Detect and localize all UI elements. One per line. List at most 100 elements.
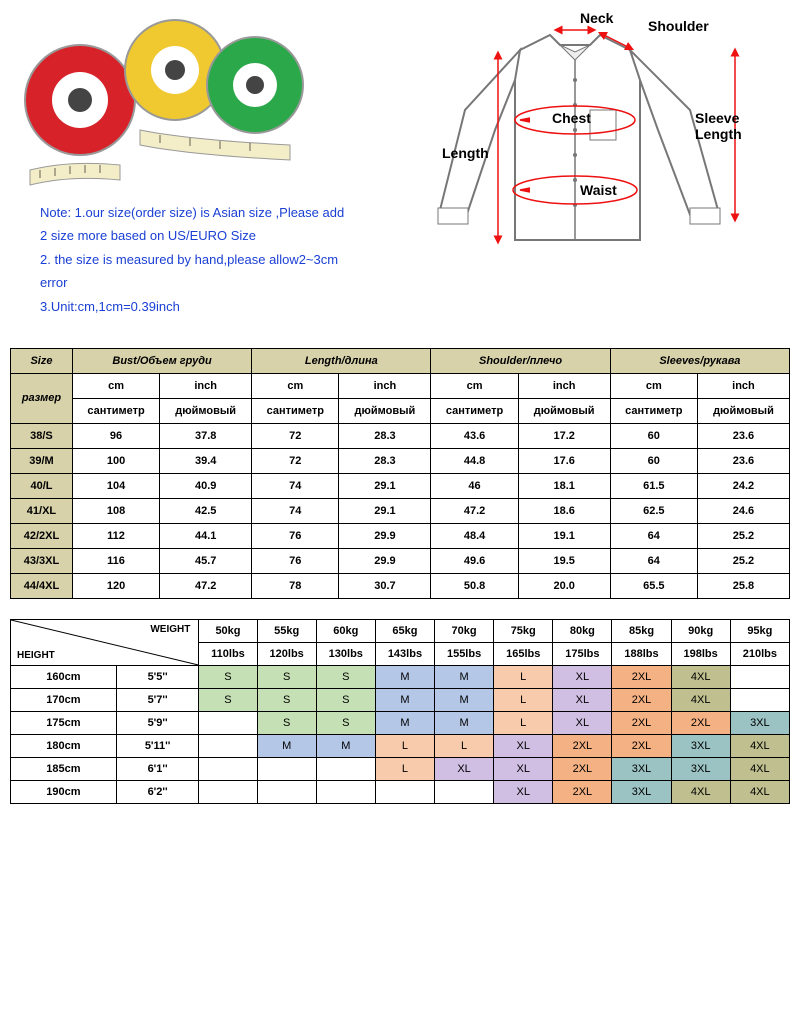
weight-kg-header: 90kg — [671, 619, 730, 642]
size-cell: 60 — [610, 423, 697, 448]
size-recommendation-cell: 3XL — [671, 757, 730, 780]
weight-kg-header: 65kg — [375, 619, 434, 642]
size-cell: 24.6 — [697, 498, 789, 523]
size-cell: 29.9 — [339, 548, 431, 573]
size-cell: 42.5 — [160, 498, 252, 523]
height-ft: 6'2'' — [116, 780, 199, 803]
size-cell: 76 — [252, 548, 339, 573]
height-ft: 6'1'' — [116, 757, 199, 780]
size-recommendation-cell — [257, 757, 316, 780]
size-cell: 45.7 — [160, 548, 252, 573]
size-recommendation-cell: XL — [553, 665, 612, 688]
height-cm: 180cm — [11, 734, 117, 757]
size-cell: 43.6 — [431, 423, 518, 448]
size-recommendation-cell: S — [257, 711, 316, 734]
size-recommendation-cell: 3XL — [612, 757, 671, 780]
size-recommendation-cell: M — [316, 734, 375, 757]
size-recommendation-cell: M — [257, 734, 316, 757]
label-chest: Chest — [552, 110, 591, 126]
size-cell: 25.2 — [697, 523, 789, 548]
size-recommendation-cell: XL — [435, 757, 494, 780]
height-cm: 160cm — [11, 665, 117, 688]
size-cell: 20.0 — [518, 573, 610, 598]
size-cell: 72 — [252, 448, 339, 473]
size-cell: 29.1 — [339, 473, 431, 498]
size-cell: 65.5 — [610, 573, 697, 598]
size-row-label: 44/4XL — [11, 573, 73, 598]
size-recommendation-cell: M — [435, 665, 494, 688]
weight-lbs-header: 188lbs — [612, 642, 671, 665]
note-line-1: Note: 1.our size(order size) is Asian si… — [40, 201, 360, 224]
note-line-4: 3.Unit:cm,1cm=0.39inch — [40, 295, 360, 318]
size-recommendation-cell: 2XL — [553, 780, 612, 803]
size-cell: 46 — [431, 473, 518, 498]
weight-kg-header: 70kg — [435, 619, 494, 642]
size-recommendation-cell — [199, 711, 257, 734]
size-cell: 17.6 — [518, 448, 610, 473]
size-cell: 104 — [72, 473, 159, 498]
size-recommendation-cell: 3XL — [730, 711, 789, 734]
size-cell: 18.6 — [518, 498, 610, 523]
height-ft: 5'7'' — [116, 688, 199, 711]
size-cell: 108 — [72, 498, 159, 523]
size-cell: 25.8 — [697, 573, 789, 598]
top-section: Note: 1.our size(order size) is Asian si… — [10, 10, 790, 318]
size-cell: 72 — [252, 423, 339, 448]
size-recommendation-cell: L — [494, 665, 553, 688]
size-recommendation-cell — [257, 780, 316, 803]
size-row-label: 40/L — [11, 473, 73, 498]
size-recommendation-cell: XL — [553, 711, 612, 734]
size-cell: 47.2 — [431, 498, 518, 523]
size-recommendation-cell: M — [435, 688, 494, 711]
size-cell: 62.5 — [610, 498, 697, 523]
size-cell: 28.3 — [339, 423, 431, 448]
size-recommendation-cell — [730, 665, 789, 688]
size-cell: 96 — [72, 423, 159, 448]
hdr-bust: Bust/Объем груди — [72, 348, 251, 373]
size-cell: 44.1 — [160, 523, 252, 548]
size-recommendation-cell — [375, 780, 434, 803]
weight-kg-header: 55kg — [257, 619, 316, 642]
size-cell: 49.6 — [431, 548, 518, 573]
size-recommendation-cell — [316, 757, 375, 780]
weight-kg-header: 85kg — [612, 619, 671, 642]
size-cell: 30.7 — [339, 573, 431, 598]
size-recommendation-cell: M — [435, 711, 494, 734]
label-length: Length — [442, 145, 489, 161]
size-cell: 24.2 — [697, 473, 789, 498]
size-recommendation-cell: S — [316, 711, 375, 734]
shirt-diagram: Neck Shoulder Sleeve Length Chest Length… — [380, 10, 760, 290]
size-cell: 40.9 — [160, 473, 252, 498]
label-shoulder: Shoulder — [648, 18, 709, 34]
size-cell: 19.5 — [518, 548, 610, 573]
weight-lbs-header: 120lbs — [257, 642, 316, 665]
size-recommendation-cell: 4XL — [730, 734, 789, 757]
size-recommendation-cell: 2XL — [553, 757, 612, 780]
weight-lbs-header: 143lbs — [375, 642, 434, 665]
size-row-label: 38/S — [11, 423, 73, 448]
size-row-label: 41/XL — [11, 498, 73, 523]
size-recommendation-cell: M — [375, 688, 434, 711]
weight-kg-header: 50kg — [199, 619, 257, 642]
size-cell: 116 — [72, 548, 159, 573]
size-recommendation-cell: 3XL — [671, 734, 730, 757]
hdr-shoulder: Shoulder/плечо — [431, 348, 610, 373]
size-recommendation-cell: S — [257, 688, 316, 711]
weight-lbs-header: 130lbs — [316, 642, 375, 665]
size-recommendation-cell: 4XL — [671, 665, 730, 688]
weight-lbs-header: 198lbs — [671, 642, 730, 665]
weight-lbs-header: 165lbs — [494, 642, 553, 665]
notes-block: Note: 1.our size(order size) is Asian si… — [10, 201, 360, 318]
size-cell: 44.8 — [431, 448, 518, 473]
height-ft: 5'9'' — [116, 711, 199, 734]
size-cell: 112 — [72, 523, 159, 548]
weight-height-table: WEIGHT HEIGHT 50kg55kg60kg65kg70kg 75kg8… — [10, 619, 790, 804]
size-recommendation-cell — [316, 780, 375, 803]
weight-lbs-header: 210lbs — [730, 642, 789, 665]
size-cell: 39.4 — [160, 448, 252, 473]
size-recommendation-cell: 2XL — [612, 734, 671, 757]
size-row-label: 43/3XL — [11, 548, 73, 573]
size-cell: 23.6 — [697, 423, 789, 448]
size-recommendation-cell: 2XL — [612, 665, 671, 688]
size-recommendation-cell: 4XL — [730, 757, 789, 780]
